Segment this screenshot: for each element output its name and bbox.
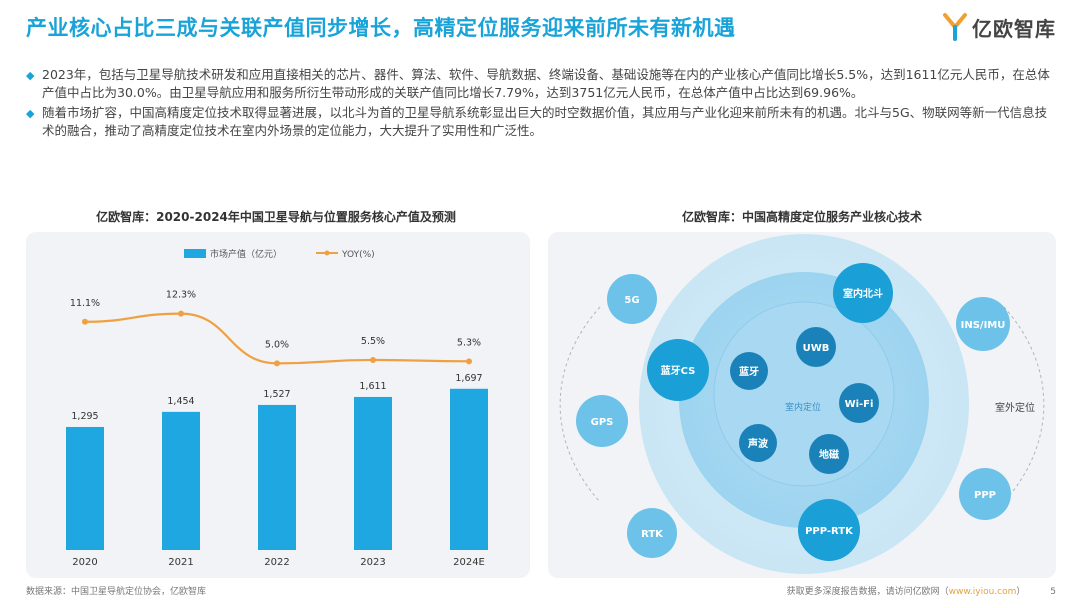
node-bluetooth-label: 蓝牙 xyxy=(739,365,759,378)
yoy-value-label: 12.3% xyxy=(166,290,196,301)
x-tick-label: 2020 xyxy=(72,557,97,568)
yoy-point-2022 xyxy=(274,360,280,367)
bar-2021 xyxy=(162,411,200,550)
node-ppp-rtk-label: PPP-RTK xyxy=(805,526,854,537)
footer-note-prefix: 获取更多深度报告数据，请访问亿欧网（ xyxy=(786,587,949,597)
page-number: 5 xyxy=(1050,587,1056,597)
node-5g-label: 5G xyxy=(624,295,639,306)
indoor-label: 室内定位 xyxy=(785,401,821,413)
node-bluetooth-cs-label: 蓝牙CS xyxy=(661,364,696,377)
bar-value-label: 1,611 xyxy=(359,381,386,392)
yoy-line xyxy=(84,312,470,365)
yoy-value-label: 5.5% xyxy=(361,336,385,347)
node-indoor-beidou-label: 室内北斗 xyxy=(843,287,883,300)
node-sound-label: 声波 xyxy=(747,437,769,450)
bar-2024E xyxy=(450,388,488,550)
node-wifi-label: Wi-Fi xyxy=(845,399,874,410)
outer-orbit-left xyxy=(559,306,601,503)
bar-value-label: 1,295 xyxy=(71,411,98,422)
node-geomagnetic xyxy=(809,434,849,474)
yoy-point-2020 xyxy=(82,318,88,325)
x-tick-label: 2021 xyxy=(168,557,193,568)
node-rtk-label: RTK xyxy=(641,529,664,540)
logo: 亿欧智库 xyxy=(942,12,1056,42)
node-indoor-beidou xyxy=(833,263,893,323)
chart-svg: 市场产值（亿元） YOY(%) 1,295 2020 11.1% 1,454 2021 1… xyxy=(66,248,488,568)
node-gps xyxy=(576,395,628,447)
node-ppp-label: PPP xyxy=(974,490,996,501)
node-uwb-label: UWB xyxy=(803,343,830,354)
yiou-logo-icon xyxy=(943,13,967,41)
node-ins-imu-label: INS/IMU xyxy=(961,320,1006,331)
node-ppp-rtk xyxy=(798,499,860,561)
diamond-bullet-icon: ◆ xyxy=(26,107,35,120)
yoy-value-label: 11.1% xyxy=(70,298,100,309)
node-bluetooth xyxy=(730,352,768,390)
yoy-value-label: 5.0% xyxy=(265,339,289,350)
bullet-text: 随着市场扩容，中国高精度定位技术取得显著进展，以北斗为首的卫星导航系统彰显出巨大… xyxy=(42,105,1048,138)
yoy-point-2021 xyxy=(178,310,184,317)
left-panel-title: 亿欧智库：2020-2024年中国卫星导航与位置服务核心产值及预测 xyxy=(96,210,456,224)
x-tick-label: 2022 xyxy=(264,557,289,568)
footer-note-suffix: ） xyxy=(1016,587,1026,597)
outdoor-label: 室外定位 xyxy=(995,401,1035,414)
right-panel-title: 亿欧智库：中国高精度定位服务产业核心技术 xyxy=(681,210,922,224)
node-rtk xyxy=(627,508,677,558)
node-wifi xyxy=(839,383,879,423)
bullet-item: ◆ 随着市场扩容，中国高精度定位技术取得显著进展，以北斗为首的卫星导航系统彰显出… xyxy=(26,104,1056,140)
bullet-text: 2023年，包括与卫星导航技术研发和应用直接相关的芯片、器件、算法、软件、导航数… xyxy=(42,67,1050,100)
bar-2023 xyxy=(354,396,392,550)
bar-2020 xyxy=(66,426,104,550)
footer-note: 获取更多深度报告数据，请访问亿欧网（www.iyiou.com） 5 xyxy=(787,584,1056,597)
logo-text: 亿欧智库 xyxy=(972,16,1056,41)
page-title: 产业核心占比三成与关联产值同步增长，高精定位服务迎来前所未有新机遇 xyxy=(26,16,736,40)
legend-bar-label: 市场产值（亿元） xyxy=(210,248,282,260)
node-uwb xyxy=(796,327,836,367)
bar-2022 xyxy=(258,404,296,550)
bullet-list: ◆ 2023年，包括与卫星导航技术研发和应用直接相关的芯片、器件、算法、软件、导… xyxy=(26,66,1056,142)
node-ppp xyxy=(959,468,1011,520)
node-5g xyxy=(607,274,657,324)
bar-value-label: 1,527 xyxy=(263,389,290,400)
bullet-item: ◆ 2023年，包括与卫星导航技术研发和应用直接相关的芯片、器件、算法、软件、导… xyxy=(26,66,1056,102)
bar-value-label: 1,697 xyxy=(455,373,482,384)
footer-link[interactable]: www.iyiou.com xyxy=(948,587,1017,597)
source-note: 数据来源：中国卫星导航定位协会，亿欧智库 xyxy=(26,587,207,597)
x-tick-label: 2024E xyxy=(453,557,485,568)
diagram-panel: 室内定位 室外定位 UWB 蓝牙 Wi-Fi 声波 地磁 室内北斗 蓝牙CS P… xyxy=(548,232,1056,578)
outer-orbit-right xyxy=(1003,306,1045,503)
node-geomagnetic-label: 地磁 xyxy=(819,448,839,461)
diagram-svg: 室内定位 室外定位 UWB 蓝牙 Wi-Fi 声波 地磁 室内北斗 蓝牙CS P… xyxy=(559,234,1045,574)
yoy-point-2023 xyxy=(370,356,376,363)
yoy-point-2024E xyxy=(466,358,472,365)
x-tick-label: 2023 xyxy=(360,557,385,568)
yoy-value-label: 5.3% xyxy=(457,337,481,348)
chart-panel: 市场产值（亿元） YOY(%) 1,295 2020 11.1% 1,454 2021 1… xyxy=(26,232,530,578)
node-gps-label: GPS xyxy=(591,417,614,428)
node-bluetooth-cs xyxy=(647,339,709,401)
node-sound xyxy=(739,424,777,462)
legend-line-marker xyxy=(324,250,330,256)
bar-value-label: 1,454 xyxy=(167,396,194,407)
diamond-bullet-icon: ◆ xyxy=(26,69,35,82)
legend-line-label: YOY(%) xyxy=(341,250,375,260)
node-ins-imu xyxy=(956,297,1010,351)
legend-bar-swatch xyxy=(184,249,206,258)
